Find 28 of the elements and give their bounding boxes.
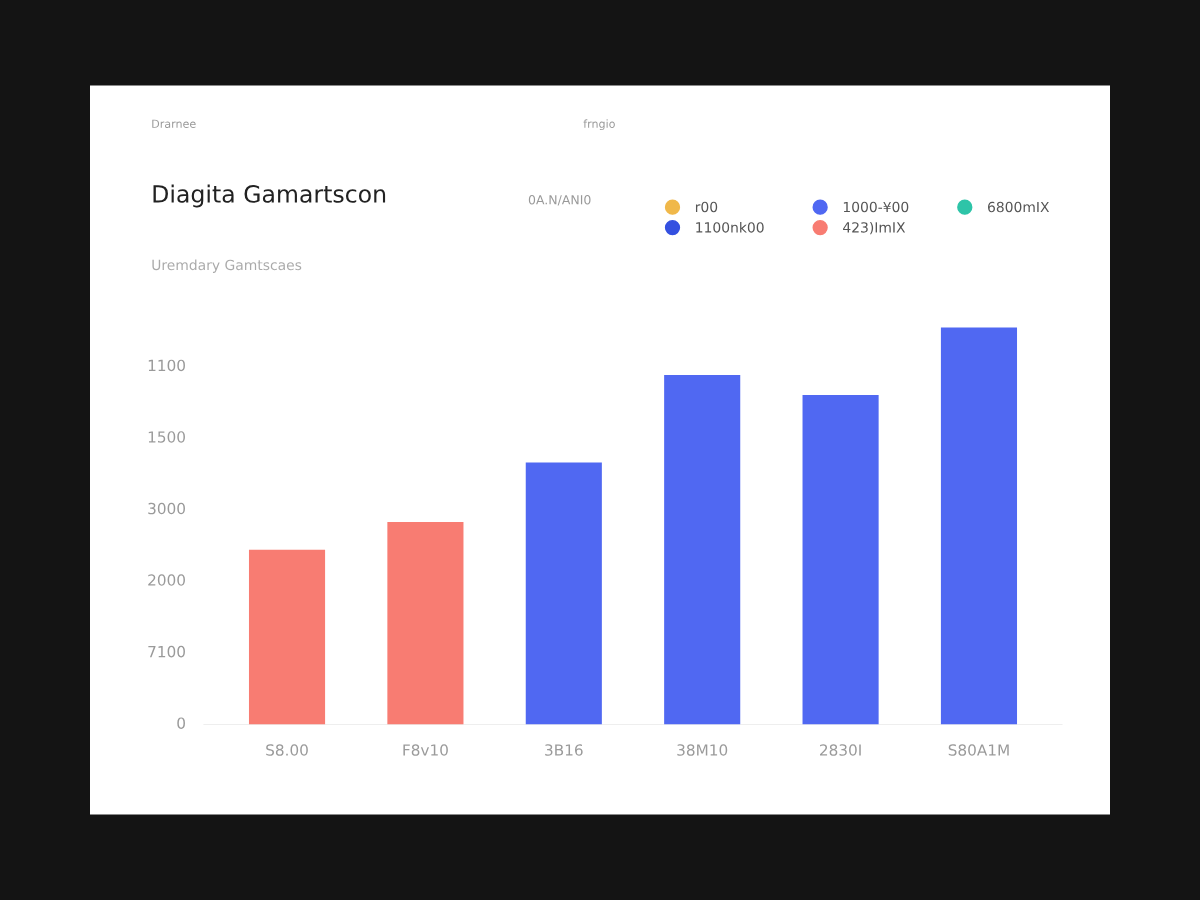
- bar: [940, 327, 1018, 725]
- text: 3000: [148, 502, 185, 515]
- legend-label: 1000-¥00: [843, 201, 909, 213]
- text: Drarnee: [152, 119, 196, 128]
- text: frngio: [583, 119, 615, 131]
- x-tick-label: S80A1M: [948, 744, 1009, 756]
- text: 0: [177, 717, 185, 729]
- chart-subtitle: Uremdary Gamtscaes: [152, 259, 302, 273]
- bar: [664, 375, 741, 725]
- text: 1100: [148, 359, 185, 372]
- text: 2000: [148, 574, 185, 586]
- x-tick-label: 3B16: [545, 744, 583, 756]
- x-tick-label: F8v10: [403, 744, 448, 756]
- x-tick-label: 38M10: [677, 744, 728, 756]
- text: 0A.N/ANI0: [528, 195, 591, 206]
- bar: [248, 549, 326, 725]
- legend-label: r00: [695, 201, 718, 213]
- legend-label: 423)ImIX: [843, 221, 906, 235]
- bar: [802, 394, 879, 725]
- x-tick-label: S8.00: [266, 744, 308, 756]
- legend-label: 1100nk00: [696, 221, 764, 233]
- chart-title: Diagita Gamartscon: [153, 184, 386, 208]
- legend-label: 6800mIX: [987, 201, 1050, 213]
- text: 7100: [148, 645, 185, 658]
- bar: [525, 462, 602, 725]
- bar: [387, 522, 464, 725]
- text: 1500: [148, 431, 185, 443]
- x-tick-label: 2830I: [820, 744, 861, 756]
